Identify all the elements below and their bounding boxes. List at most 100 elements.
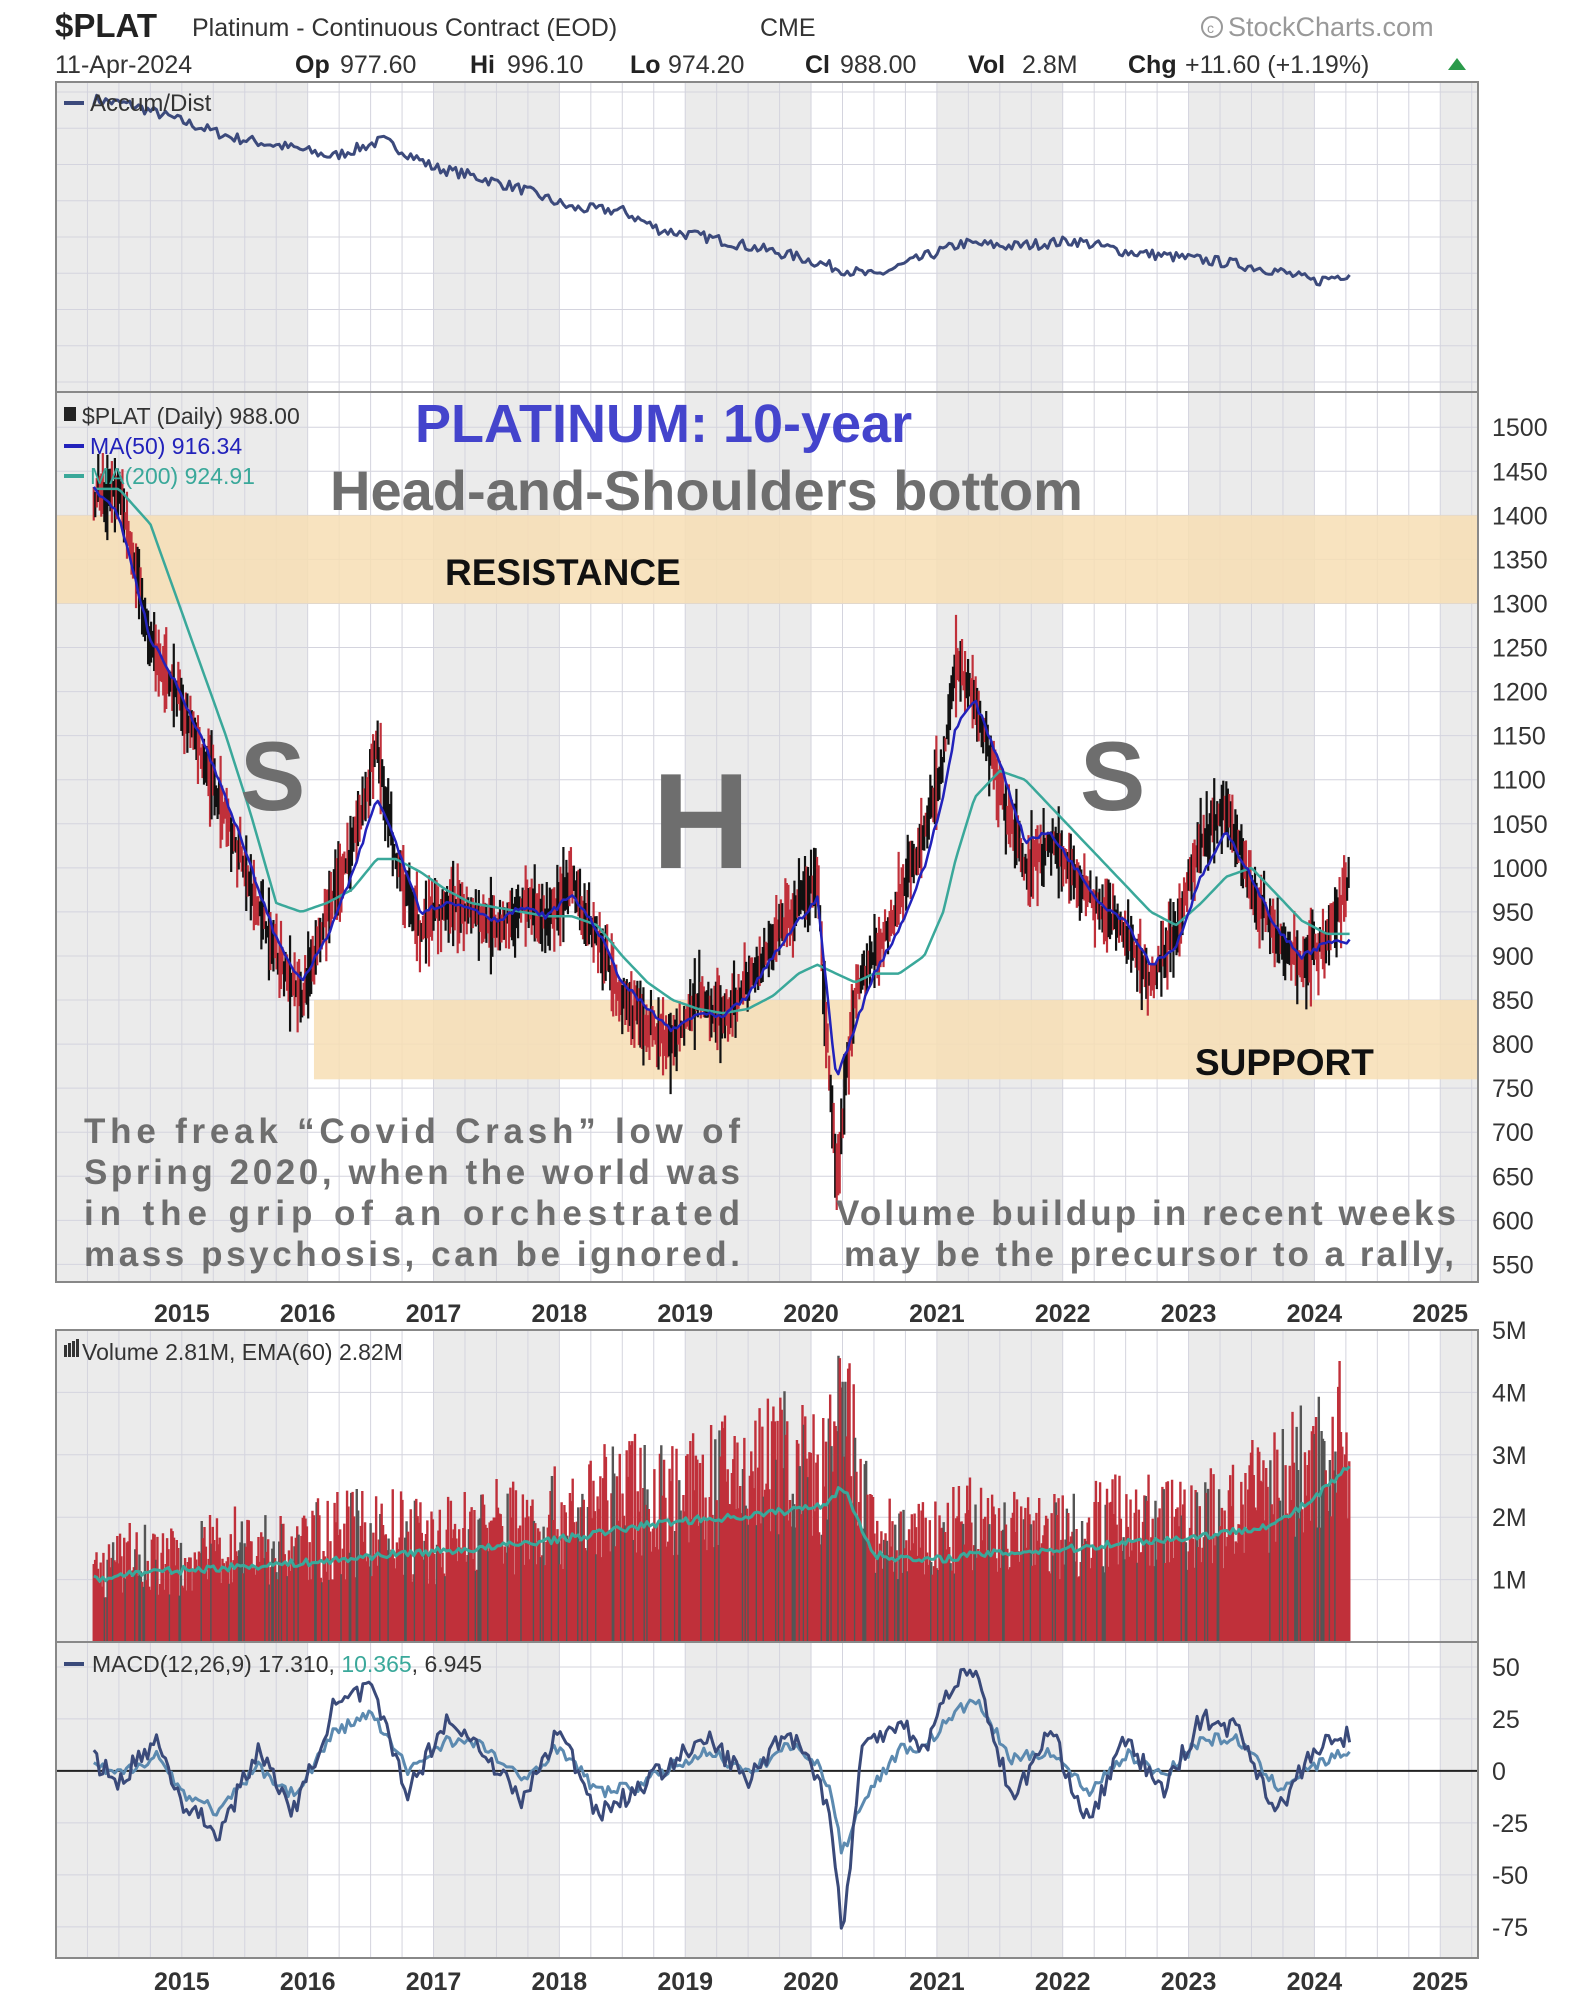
x-tick-label: 2017 bbox=[406, 1300, 462, 1328]
x-tick-label: 2018 bbox=[532, 1300, 588, 1328]
y-tick-label: 1050 bbox=[1492, 811, 1548, 839]
open-value: 977.60 bbox=[340, 51, 416, 79]
volume-value: 2.8M bbox=[1022, 51, 1078, 79]
macd-panel: 50 25 0 -25 -50 -75 MACD(12,26,9) 17.310, 10.3… bbox=[55, 1641, 1528, 1959]
x-tick-label: 2018 bbox=[532, 1968, 588, 1996]
ema60-line bbox=[93, 1465, 1351, 1583]
y-tick-label: -25 bbox=[1492, 1810, 1528, 1838]
x-tick-label: 2020 bbox=[783, 1968, 839, 1996]
price-panel: 1500 1450 1400 1350 1300 1250 1200 1150 1100 1050… bbox=[55, 391, 1548, 1283]
macd-legend-part: 17.310, bbox=[258, 1651, 341, 1677]
change-label: Chg bbox=[1128, 51, 1177, 79]
x-tick-label: 2019 bbox=[657, 1968, 713, 1996]
y-tick-label: 800 bbox=[1492, 1031, 1534, 1059]
volume-legend: Volume 2.81M, EMA(60) 2.82M bbox=[82, 1339, 403, 1365]
ma50-line bbox=[92, 486, 1351, 1076]
y-tick-label: 3M bbox=[1492, 1442, 1527, 1470]
high-label: Hi bbox=[470, 51, 495, 79]
y-tick-label: 950 bbox=[1492, 899, 1534, 927]
y-tick-label: 2M bbox=[1492, 1504, 1527, 1532]
covid-note-line: in the grip of an orchestrated bbox=[84, 1194, 740, 1233]
volume-legend-icon bbox=[76, 1339, 79, 1357]
annotation-title-line1: PLATINUM: 10-year bbox=[415, 394, 912, 454]
x-tick-label: 2025 bbox=[1412, 1968, 1468, 1996]
volume-legend-icon bbox=[72, 1341, 75, 1357]
copyright-glyph: c bbox=[1207, 20, 1214, 36]
volume-note-line: Volume buildup in recent weeks bbox=[836, 1194, 1456, 1233]
volume-label: Vol bbox=[968, 51, 1005, 79]
low-label: Lo bbox=[630, 51, 661, 79]
exchange-label: CME bbox=[760, 14, 816, 42]
x-tick-label: 2015 bbox=[154, 1968, 210, 1996]
copyright-icon bbox=[1201, 16, 1223, 38]
watermark: c StockCharts.com bbox=[1201, 12, 1434, 42]
y-tick-label: -75 bbox=[1492, 1914, 1528, 1942]
y-tick-label: 750 bbox=[1492, 1075, 1534, 1103]
y-tick-label: 900 bbox=[1492, 943, 1534, 971]
instrument-name: Platinum - Continuous Contract (EOD) bbox=[192, 14, 617, 42]
left-shoulder-label: S bbox=[240, 721, 305, 831]
y-tick-label: 25 bbox=[1492, 1706, 1520, 1734]
x-tick-label: 2024 bbox=[1287, 1300, 1343, 1328]
x-tick-label: 2015 bbox=[154, 1300, 210, 1328]
y-tick-label: 1300 bbox=[1492, 590, 1548, 618]
y-tick-label: 1400 bbox=[1492, 502, 1548, 530]
covid-note-line: Spring 2020, when the world was bbox=[84, 1153, 740, 1192]
y-tick-label: 650 bbox=[1492, 1163, 1534, 1191]
macd-legend: MACD(12,26,9) 17.310, 10.365, 6.945 bbox=[92, 1651, 482, 1677]
x-tick-label: 2021 bbox=[909, 1300, 965, 1328]
y-tick-label: 1500 bbox=[1492, 414, 1548, 442]
y-tick-label: 1150 bbox=[1492, 723, 1546, 751]
resistance-zone bbox=[56, 515, 1478, 604]
annotation-title-line2: Head-and-Shoulders bottom bbox=[330, 459, 1083, 522]
macd-legend-part: 10.365 bbox=[341, 1651, 411, 1677]
y-tick-label: 700 bbox=[1492, 1119, 1534, 1147]
y-tick-label: 1100 bbox=[1492, 767, 1546, 795]
high-value: 996.10 bbox=[507, 51, 583, 79]
x-tick-label: 2024 bbox=[1287, 1968, 1343, 1996]
open-label: Op bbox=[295, 51, 330, 79]
year-shade bbox=[1440, 1330, 1478, 1642]
x-tick-label: 2022 bbox=[1035, 1300, 1091, 1328]
y-tick-label: 1M bbox=[1492, 1567, 1527, 1595]
support-label: SUPPORT bbox=[1195, 1042, 1374, 1083]
x-tick-label: 2025 bbox=[1412, 1300, 1468, 1328]
low-value: 974.20 bbox=[668, 51, 744, 79]
up-arrow-icon bbox=[1448, 58, 1466, 70]
year-shade bbox=[1440, 1642, 1478, 1958]
price-legend: $PLAT (Daily) 988.00 bbox=[82, 403, 300, 429]
right-shoulder-label: S bbox=[1080, 721, 1145, 831]
covid-note-line: mass psychosis, can be ignored. bbox=[84, 1235, 740, 1274]
resistance-label: RESISTANCE bbox=[445, 552, 681, 593]
volume-panel: 5M 4M 3M 2M 1M Volume 2.81M, EMA(60) 2.82M bbox=[55, 1317, 1527, 1643]
watermark-text: StockCharts.com bbox=[1228, 12, 1434, 42]
y-tick-label: 550 bbox=[1492, 1251, 1534, 1279]
close-label: Cl bbox=[805, 51, 830, 79]
accum-dist-panel: Accum/Dist bbox=[55, 81, 1479, 393]
panels: Accum/Dist 1500 1450 1400 1350 1300 1250 1200 11… bbox=[55, 81, 1548, 1996]
head-label: H bbox=[652, 745, 750, 897]
ma200-legend: MA(200) 924.91 bbox=[90, 463, 255, 489]
x-tick-label: 2023 bbox=[1161, 1300, 1217, 1328]
volume-legend-icon bbox=[64, 1345, 67, 1357]
y-tick-label: 5M bbox=[1492, 1317, 1527, 1345]
close-value: 988.00 bbox=[840, 51, 916, 79]
y-tick-label: 1450 bbox=[1492, 458, 1548, 486]
ma200-line bbox=[93, 487, 1350, 1015]
volume-bars bbox=[92, 1355, 1351, 1642]
support-zone bbox=[313, 1000, 1479, 1080]
y-tick-label: 600 bbox=[1492, 1207, 1534, 1235]
accum-dist-line bbox=[92, 93, 1351, 287]
x-tick-label: 2017 bbox=[406, 1968, 462, 1996]
y-tick-label: 1350 bbox=[1492, 546, 1548, 574]
y-tick-label: 4M bbox=[1492, 1379, 1527, 1407]
x-tick-label: 2023 bbox=[1161, 1968, 1217, 1996]
volume-note: Volume buildup in recent weeks may be th… bbox=[836, 1194, 1456, 1274]
volume-legend-icon bbox=[68, 1343, 71, 1357]
macd-legend-part: MACD(12,26,9) bbox=[92, 1651, 258, 1677]
y-tick-label: 1200 bbox=[1492, 679, 1548, 707]
macd-legend-part: , 6.945 bbox=[412, 1651, 482, 1677]
x-tick-label: 2022 bbox=[1035, 1968, 1091, 1996]
y-tick-label: -50 bbox=[1492, 1862, 1528, 1890]
